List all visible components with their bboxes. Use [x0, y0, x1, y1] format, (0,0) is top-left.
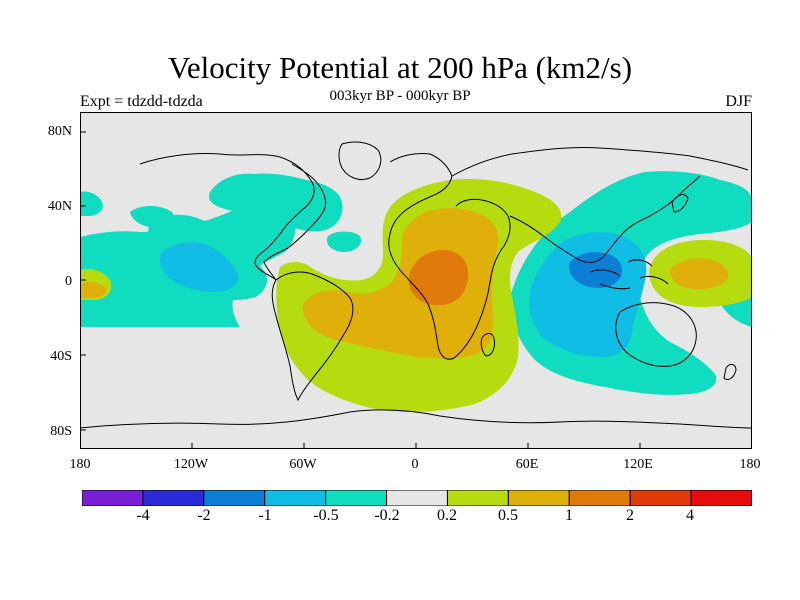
contour-neg02-atlantic-blob	[326, 231, 362, 252]
colorbar-box-5	[386, 490, 448, 506]
lat-label-80s: 80S	[50, 424, 72, 439]
coast-madagascar	[480, 333, 495, 357]
colorbar-box-4	[325, 490, 388, 506]
coast-new-zealand	[723, 363, 737, 381]
lat-label-40n: 40N	[47, 199, 72, 214]
coast-antarctica	[80, 409, 752, 429]
colorbar-box-3	[264, 490, 327, 506]
coast-south-america	[271, 271, 354, 402]
contour-pos05-central-pacific	[80, 281, 107, 298]
coast-north-america	[139, 153, 327, 281]
colorbar-label-pos2: 2	[626, 507, 634, 524]
colorbar-label-neg05: -0.5	[313, 507, 339, 524]
colorbar-box-9	[629, 490, 692, 506]
coast-greenland	[338, 141, 382, 181]
contour-pos05-west-pacific	[670, 258, 729, 290]
colorbar-box-0	[82, 490, 144, 506]
lon-label-60e: 60E	[515, 457, 539, 472]
contour-neg02-north-america	[209, 173, 343, 232]
coastlines	[80, 141, 752, 429]
season-label: DJF	[725, 93, 752, 110]
colorbar-box-10	[690, 490, 752, 506]
lat-label-40s: 40S	[50, 349, 72, 364]
colorbar-box-1	[142, 490, 205, 506]
colorbar-label-neg4: -4	[136, 507, 150, 524]
lon-label-60w: 60W	[289, 457, 317, 472]
coast-maritime-continent	[589, 259, 669, 290]
colorbar	[82, 490, 752, 506]
coast-australia	[615, 302, 697, 367]
colorbar-box-8	[568, 490, 631, 506]
colorbar-label-pos05: 0.5	[498, 507, 518, 524]
lat-label-80n: 80N	[47, 124, 72, 139]
coast-europe-africa	[388, 153, 511, 360]
plot-title: Velocity Potential at 200 hPa (km2/s)	[167, 50, 633, 85]
experiment-label: Expt = tdzdd-tdzda	[80, 93, 203, 110]
lon-label-120w: 120W	[173, 457, 209, 472]
colorbar-label-pos02: 0.2	[437, 507, 457, 524]
contour-pos1-africa	[408, 249, 469, 306]
colorbar-box-2	[203, 490, 266, 506]
contour-pos05-atlantic-africa	[302, 208, 499, 359]
contour-neg05-east-pacific	[160, 242, 239, 292]
colorbar-box-7	[507, 490, 570, 506]
lon-label-120e: 120E	[623, 457, 653, 472]
coast-japan	[671, 194, 689, 213]
colorbar-label-neg1: -1	[258, 507, 272, 524]
lon-label-180w: 180	[69, 457, 91, 472]
velocity-potential-map	[80, 112, 752, 449]
colorbar-label-neg2: -2	[197, 507, 211, 524]
colorbar-label-neg02: -0.2	[374, 507, 400, 524]
lon-label-0: 0	[411, 457, 419, 472]
lat-label-0: 0	[65, 274, 72, 289]
colorbar-label-pos1: 1	[565, 507, 573, 524]
colorbar-label-pos4: 4	[686, 507, 694, 524]
contour-neg02-north-pacific	[130, 206, 175, 228]
lon-label-180e: 180	[739, 457, 761, 472]
plot-subtitle: 003kyr BP - 000kyr BP	[329, 88, 471, 104]
colorbar-box-6	[446, 490, 509, 506]
contour-neg02-far-west	[80, 191, 103, 216]
axis-ticks	[80, 131, 752, 449]
